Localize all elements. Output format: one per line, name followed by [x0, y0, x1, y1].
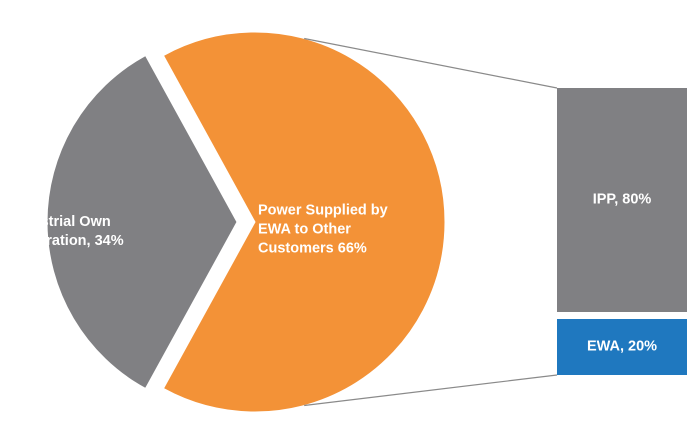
pie-slice [46, 54, 238, 390]
bar-segment [557, 88, 687, 312]
connector-line [304, 374, 558, 407]
bar-label: EWA, 20% [586, 338, 658, 355]
pie-label: Industrial Own Generation, 34% [10, 214, 124, 249]
bar-segment [557, 319, 687, 375]
pie-slice [162, 31, 446, 413]
connector-line [304, 37, 558, 89]
pie-label: Power Supplied by EWA to Other Customers… [258, 202, 388, 257]
bar-label: IPP, 80% [592, 191, 652, 208]
